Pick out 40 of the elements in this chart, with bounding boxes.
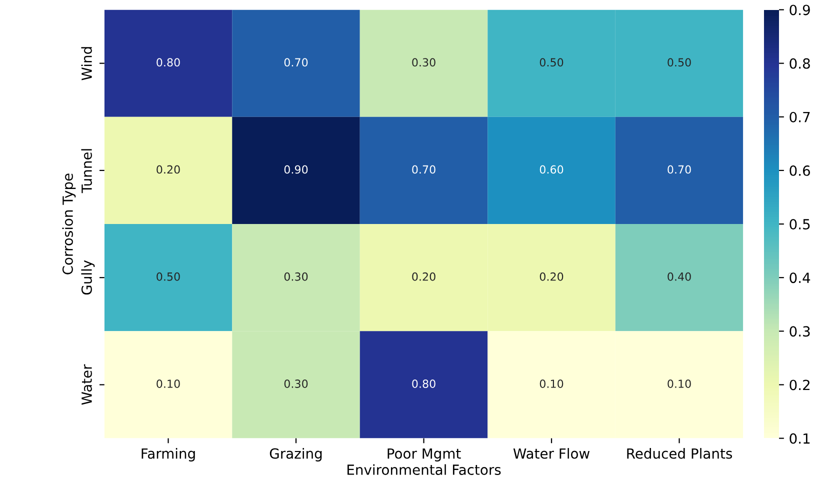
data-label: 0.30 — [284, 380, 308, 388]
color-bar-label: 0.4 — [790, 272, 810, 284]
data-label: 0.70 — [668, 165, 691, 174]
color-bar-label: 0.1 — [790, 433, 810, 444]
data-label: 0.60 — [540, 165, 564, 174]
color-bar-label: 0.9 — [790, 4, 810, 16]
data-label: 0.70 — [412, 165, 436, 174]
y-tick-label: Tunnel — [81, 149, 92, 194]
y-tick-label: Gully — [81, 260, 95, 295]
data-label: 0.20 — [156, 165, 180, 174]
y-tick-label: Water — [82, 364, 92, 405]
data-label: 0.10 — [668, 380, 691, 388]
data-label: 0.90 — [284, 165, 308, 174]
data-label: 0.20 — [540, 272, 564, 281]
data-label: 0.80 — [412, 380, 436, 388]
color-bar-label: 0.5 — [790, 218, 810, 230]
color-bar-label: 0.3 — [790, 326, 810, 337]
data-label: 0.20 — [412, 272, 436, 281]
data-label: 0.30 — [284, 272, 308, 281]
data-label: 0.70 — [284, 58, 308, 67]
x-tick-label: Reduced Plants — [627, 448, 732, 459]
data-label: 0.40 — [668, 272, 691, 281]
y-tick-label: Wind — [81, 47, 92, 80]
data-label: 0.10 — [540, 380, 564, 388]
x-tick-label: Farming — [142, 448, 195, 462]
x-axis-title: Environmental Factors — [348, 464, 501, 475]
data-label: 0.50 — [156, 272, 180, 281]
x-tick-label: Water Flow — [513, 448, 590, 459]
data-label: 0.80 — [156, 58, 180, 67]
data-label: 0.10 — [156, 380, 180, 388]
color-bar-label: 0.2 — [790, 380, 810, 390]
x-tick-label: Grazing — [270, 448, 322, 462]
color-bar-label: 0.6 — [790, 165, 810, 176]
x-tick-label: Poor Mgmt — [388, 448, 461, 462]
data-label: 0.30 — [412, 58, 436, 67]
color-bar-label: 0.7 — [790, 112, 810, 122]
data-label: 0.50 — [668, 58, 691, 67]
data-label: 0.50 — [540, 58, 564, 67]
y-axis-title: Corrosion Type — [62, 174, 76, 274]
color-bar-label: 0.8 — [790, 58, 810, 69]
